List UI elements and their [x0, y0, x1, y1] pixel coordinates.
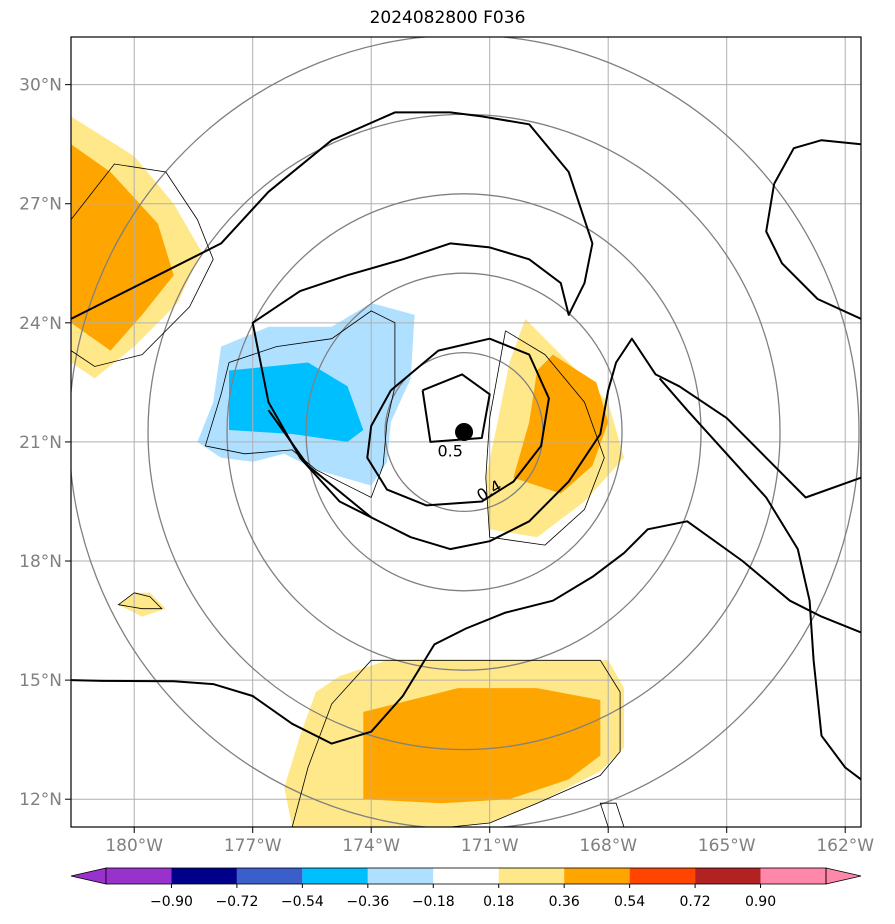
thin-contour-3 — [71, 163, 214, 367]
thick-contour-7 — [773, 139, 861, 185]
y-tick-label: 15°N — [19, 671, 62, 691]
shaded-region-8 — [363, 688, 601, 804]
x-axis-ticks: 180°W 177°W 174°W 171°W 168°W 165°W 162°W — [105, 827, 874, 856]
shaded-region-3 — [229, 362, 364, 442]
thin-contour-1 — [485, 330, 605, 546]
colorbar-label: 0.18 — [483, 894, 514, 910]
shaded-region-6 — [118, 592, 166, 617]
thick-contour-6 — [658, 377, 861, 781]
y-tick-label: 27°N — [19, 195, 62, 215]
thick-contour-3 — [366, 337, 550, 507]
colorbar-bin — [171, 868, 237, 884]
colorbar-bin — [695, 868, 761, 884]
x-tick-label: 177°W — [224, 836, 282, 856]
colorbar-bin — [367, 868, 434, 884]
colorbar: −0.90 −0.72 −0.54 −0.36 −0.18 0.18 0.36 0.54 0.7… — [70, 867, 862, 910]
thick-contour-8 — [765, 183, 861, 320]
colorbar-bin — [106, 868, 172, 884]
colorbar-label: −0.18 — [412, 894, 455, 910]
colorbar-bin — [433, 868, 499, 884]
range-ring-2 — [226, 193, 702, 671]
x-tick-label: 180°W — [105, 836, 163, 856]
colorbar-extend-high — [825, 867, 862, 885]
colorbar-bin — [629, 868, 696, 884]
range-ring-1 — [305, 272, 623, 592]
colorbar-label: 0.54 — [614, 894, 645, 910]
thick-contour-5 — [71, 520, 861, 745]
thick-contour-1 — [370, 337, 861, 551]
colorbar-label: −0.72 — [215, 894, 258, 910]
colorbar-label: 0.72 — [680, 894, 711, 910]
y-tick-label: 24°N — [19, 314, 62, 334]
thin-contour-0 — [204, 310, 396, 499]
contour-label: 0.5 — [437, 441, 462, 460]
colorbar-bin — [498, 868, 565, 884]
thick-contour-4 — [421, 373, 491, 443]
thick-contour-0 — [71, 111, 594, 519]
x-tick-label: 171°W — [461, 836, 519, 856]
colorbar-label: 0.90 — [745, 894, 776, 910]
colorbar-extend-low — [70, 867, 107, 885]
colorbar-label: −0.36 — [346, 894, 389, 910]
x-tick-label: 165°W — [698, 836, 756, 856]
colorbar-bin — [302, 868, 368, 884]
y-tick-label: 18°N — [19, 552, 62, 572]
colorbar-bin — [760, 868, 826, 884]
thin-contour-4 — [291, 659, 621, 827]
x-tick-label: 174°W — [342, 836, 400, 856]
colorbar-label: −0.90 — [150, 894, 193, 910]
plot-frame — [70, 36, 862, 828]
x-tick-label: 162°W — [816, 836, 874, 856]
colorbar-bin — [236, 868, 303, 884]
y-tick-label: 30°N — [19, 76, 62, 96]
colorbar-label: 0.36 — [549, 894, 580, 910]
gridlines — [71, 37, 861, 827]
thin-contours — [71, 163, 625, 827]
thin-contour-5 — [599, 802, 625, 827]
colorbar-frame — [105, 867, 827, 885]
colorbar-label: −0.54 — [281, 894, 324, 910]
colorbar-bin — [564, 868, 630, 884]
center-marker — [455, 423, 474, 441]
y-tick-label: 12°N — [19, 790, 62, 810]
y-axis-ticks: 12°N 15°N 18°N 21°N 24°N 27°N 30°N — [19, 76, 71, 810]
x-tick-label: 168°W — [579, 836, 637, 856]
shaded-region-1 — [71, 144, 174, 351]
thick-contour-2 — [267, 409, 372, 519]
storm-center-dot — [455, 423, 474, 441]
chart-title: 2024082800 F036 — [369, 8, 526, 28]
thin-contour-2 — [117, 592, 163, 610]
y-tick-label: 21°N — [19, 433, 62, 453]
thick-contours — [71, 111, 861, 781]
range-ring-4 — [71, 37, 860, 827]
shaded-regions — [71, 116, 624, 827]
